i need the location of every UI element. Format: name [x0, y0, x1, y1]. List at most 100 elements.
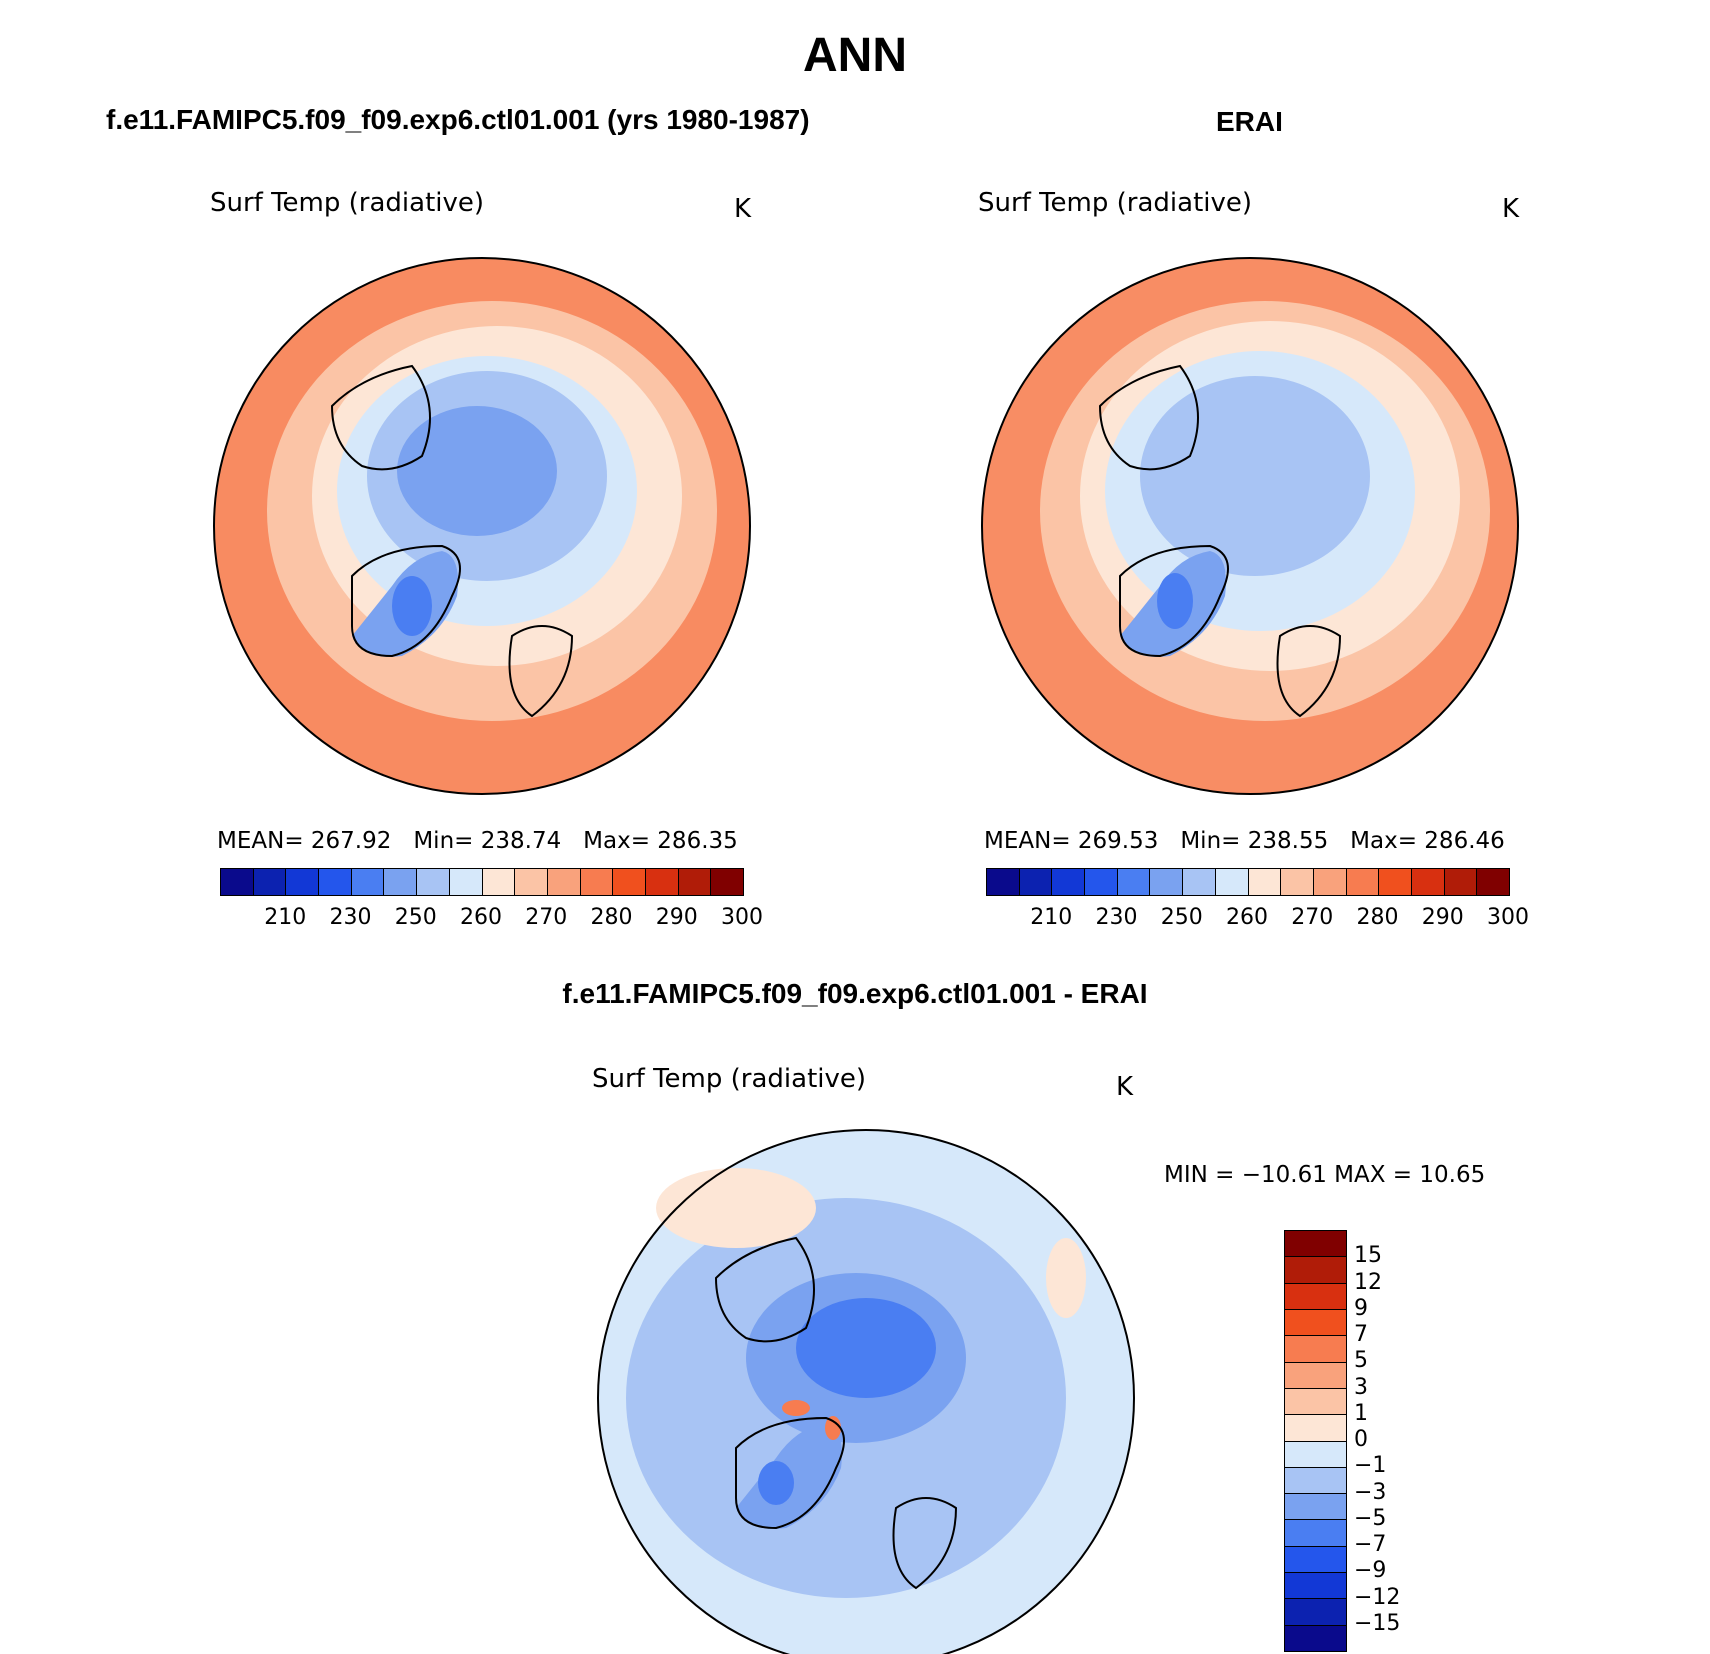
diff-colorbar-tick-label: 7: [1354, 1322, 1368, 1347]
panel1-colorbar-swatch: [286, 869, 320, 895]
panel2-colorbar-tick-label: 250: [1160, 905, 1203, 930]
diff-colorbar-tick-label: 15: [1354, 1243, 1382, 1269]
diff-colorbar-tick-label: −3: [1354, 1479, 1387, 1505]
panel1-colorbar-tick-label: 300: [721, 905, 763, 930]
panel1-map-border: [213, 257, 751, 795]
panel2-colorbar-tick-label: 230: [1095, 905, 1138, 930]
diff-colorbar-swatch: [1285, 1336, 1346, 1363]
panel2-colorbar: [986, 868, 1510, 896]
panel2-colorbar-tick-label: 270: [1291, 905, 1334, 930]
panel1-colorbar-swatch: [482, 869, 516, 895]
diff-colorbar-tick-label: 0: [1354, 1427, 1368, 1452]
panel1-units: K: [734, 194, 752, 224]
diff-colorbar-tick-label: 12: [1354, 1269, 1382, 1295]
panel1-colorbar-swatch: [547, 869, 581, 895]
panel2-colorbar-swatch: [1477, 869, 1509, 895]
diff-colorbar: [1284, 1230, 1347, 1652]
panel1-colorbar-swatch: [678, 869, 712, 895]
panel1-colorbar-tick-label: 250: [394, 905, 437, 930]
diff-polar-map: [597, 1129, 1135, 1654]
diff-title: f.e11.FAMIPC5.f09_f09.exp6.ctl01.001 - E…: [562, 978, 1148, 1009]
diff-colorbar-swatch: [1285, 1467, 1346, 1495]
panel1-colorbar-swatch: [253, 869, 287, 895]
panel2-map-border: [981, 257, 1519, 795]
panel2-colorbar-swatch: [1248, 869, 1282, 895]
panel2-field-label: Surf Temp (radiative): [978, 188, 1253, 218]
panel2-colorbar-swatch: [1117, 869, 1151, 895]
panel1-colorbar-swatch: [515, 869, 548, 895]
diff-colorbar-tick-label: 9: [1354, 1295, 1368, 1321]
panel2-colorbar-swatch: [1183, 869, 1216, 895]
diff-colorbar-swatch: [1285, 1599, 1346, 1626]
panel2-colorbar-tick-label: 280: [1356, 905, 1399, 930]
panel1-colorbar-swatch: [351, 869, 385, 895]
panel2-polar-map: [981, 257, 1519, 795]
panel2-colorbar-tick-label: 260: [1226, 905, 1268, 930]
diff-colorbar-tick-label: −5: [1354, 1505, 1387, 1531]
panel1-colorbar-swatch: [645, 869, 679, 895]
diff-colorbar-swatch: [1285, 1546, 1346, 1574]
diff-minmax: MIN = −10.61 MAX = 10.65: [1164, 1162, 1486, 1188]
diff-colorbar-swatch: [1285, 1573, 1346, 1600]
panel1-colorbar: [220, 868, 744, 896]
panel2-colorbar-swatch: [1346, 869, 1380, 895]
panel2-colorbar-swatch: [1281, 869, 1314, 895]
diff-colorbar-swatch: [1285, 1415, 1346, 1442]
panel2-colorbar-tick-label: 210: [1030, 905, 1073, 930]
panel1-colorbar-tick-label: 230: [329, 905, 372, 930]
diff-colorbar-tick-label: −7: [1354, 1532, 1387, 1557]
panel1-colorbar-swatch: [711, 869, 743, 895]
diff-colorbar-swatch: [1285, 1309, 1346, 1337]
panel1-colorbar-tick-label: 280: [590, 905, 633, 930]
diff-colorbar-tick-label: −15: [1354, 1610, 1401, 1636]
panel2-colorbar-ticks: 210 230 250 260 270 280 290 300: [986, 905, 1529, 935]
panel1-colorbar-swatch: [417, 869, 450, 895]
panel2-colorbar-swatch: [1052, 869, 1086, 895]
diff-colorbar-swatch: [1285, 1494, 1346, 1521]
panel2-stats: MEAN= 269.53 Min= 238.55 Max= 286.46: [984, 828, 1505, 854]
panel2-colorbar-swatch: [1019, 869, 1053, 895]
diff-colorbar-ticks: 15 12 9 7 5 3 1 0 −1 −3 −5 −7 −9 −12 −15: [1354, 1230, 1434, 1650]
diff-units: K: [1116, 1072, 1134, 1102]
panel2-units: K: [1502, 194, 1520, 224]
diff-colorbar-swatch: [1285, 1625, 1346, 1651]
panel1-colorbar-swatch: [613, 869, 646, 895]
panel2-title: ERAI: [1216, 106, 1283, 137]
diff-colorbar-swatch: [1285, 1283, 1346, 1310]
diff-colorbar-tick-label: 5: [1354, 1348, 1368, 1374]
panel1-colorbar-tick-label: 260: [460, 905, 502, 930]
panel1-stats: MEAN= 267.92 Min= 238.74 Max= 286.35: [217, 828, 738, 854]
panel1-field-label: Surf Temp (radiative): [210, 188, 485, 218]
panel1-colorbar-tick-label: 290: [655, 905, 698, 930]
diff-colorbar-tick-label: 3: [1354, 1374, 1368, 1400]
diff-colorbar-swatch: [1285, 1362, 1346, 1389]
panel1-title: f.e11.FAMIPC5.f09_f09.exp6.ctl01.001 (yr…: [106, 104, 810, 135]
panel1-colorbar-ticks: 210 230 250 260 270 280 290 300: [220, 905, 763, 935]
diff-colorbar-swatch: [1285, 1257, 1346, 1284]
panel1-colorbar-swatch: [449, 869, 483, 895]
diff-colorbar-tick-label: −9: [1354, 1558, 1387, 1584]
panel2-colorbar-swatch: [1215, 869, 1249, 895]
panel2-colorbar-tick-label: 290: [1421, 905, 1464, 930]
diff-colorbar-tick-label: −1: [1354, 1453, 1387, 1479]
diff-field-label: Surf Temp (radiative): [592, 1064, 867, 1094]
figure-title: ANN: [803, 29, 907, 82]
diff-map-border: [597, 1129, 1135, 1654]
panel1-colorbar-tick-label: 210: [264, 905, 307, 930]
diff-colorbar-tick-label: 1: [1354, 1400, 1368, 1426]
panel2-colorbar-tick-label: 300: [1487, 905, 1529, 930]
diff-colorbar-swatch: [1285, 1441, 1346, 1468]
panel1-colorbar-swatch: [221, 869, 254, 895]
panel2-colorbar-swatch: [1411, 869, 1445, 895]
diff-colorbar-swatch: [1285, 1231, 1346, 1258]
panel2-colorbar-swatch: [1085, 869, 1118, 895]
panel1-colorbar-swatch: [580, 869, 614, 895]
diff-colorbar-swatch: [1285, 1388, 1346, 1416]
panel2-colorbar-swatch: [987, 869, 1020, 895]
panel2-colorbar-swatch: [1444, 869, 1478, 895]
panel1-colorbar-swatch: [384, 869, 418, 895]
panel1-polar-map: [213, 257, 751, 795]
panel2-colorbar-swatch: [1313, 869, 1347, 895]
panel2-colorbar-swatch: [1150, 869, 1184, 895]
diff-colorbar-swatch: [1285, 1520, 1346, 1547]
